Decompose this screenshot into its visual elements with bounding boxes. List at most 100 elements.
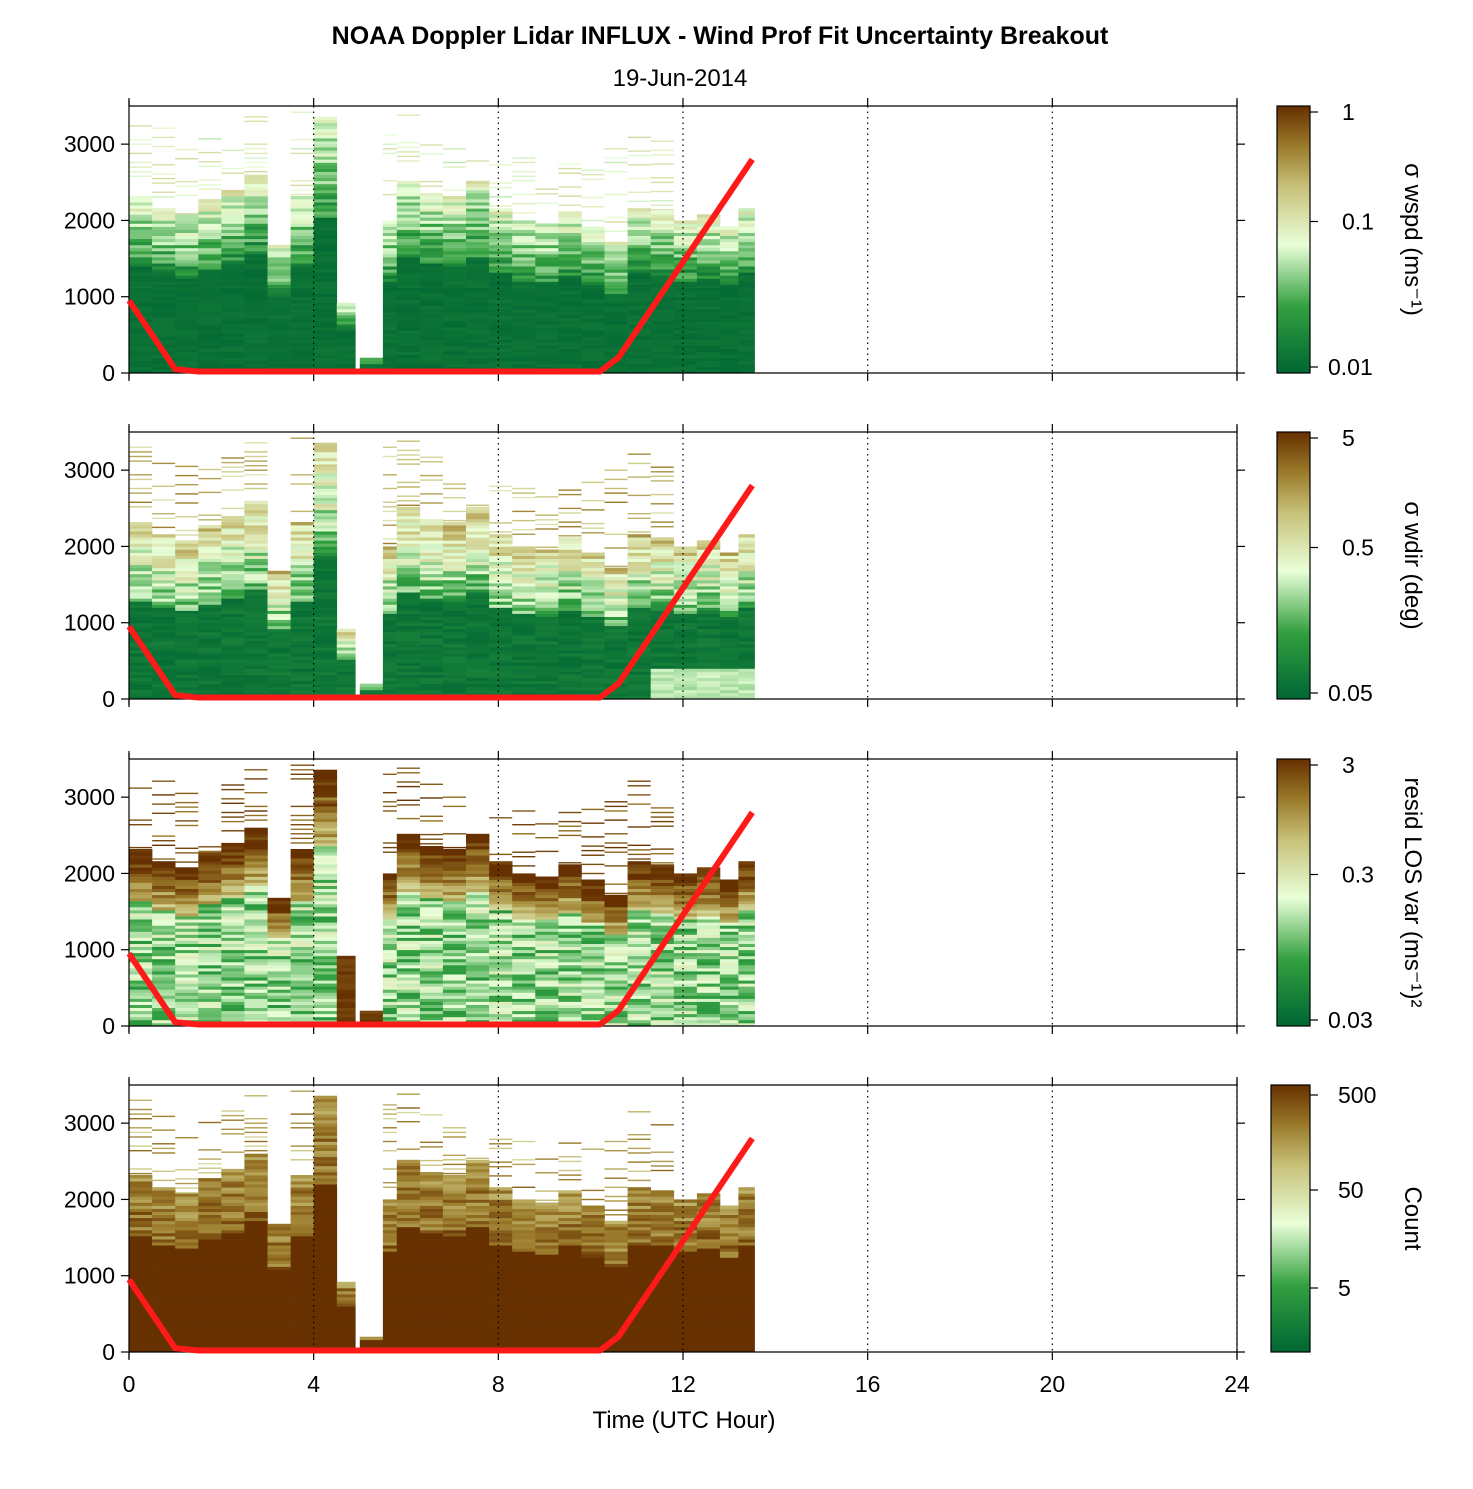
heatmap-cell [581,961,605,966]
heatmap-cell [290,250,314,255]
heatmap-cell [442,148,466,150]
heatmap-cell [442,689,467,694]
heatmap-cell [719,955,739,960]
heatmap-cell [696,360,721,365]
heatmap-cell [244,308,268,313]
heatmap-cell [650,848,674,850]
heatmap-cell [581,601,605,605]
heatmap-cell [129,680,153,685]
heatmap-cell [382,519,397,522]
heatmap-cell [696,244,721,249]
heatmap-cell [129,846,153,849]
heatmap-cell [512,665,536,669]
heatmap-cell [719,879,739,883]
heatmap-cell [313,567,338,572]
heatmap-cell [382,686,398,691]
heatmap-cell [244,455,268,458]
heatmap-cell [719,552,739,556]
heatmap-cell [244,166,268,168]
heatmap-cell [129,287,153,291]
heatmap-cell [696,668,721,672]
heatmap-cell [267,674,291,678]
heatmap-cell [244,628,268,633]
heatmap-cell [558,327,582,331]
heatmap-cell [604,275,628,279]
heatmap-cell [512,345,536,349]
heatmap-cell [152,278,176,282]
heatmap-cell [535,281,559,285]
heatmap-cell [382,631,398,636]
heatmap-cell [696,269,721,273]
heatmap-cell [396,339,421,343]
heatmap-cell [396,659,421,663]
heatmap-cell [558,867,582,871]
heatmap-cell [719,628,739,633]
heatmap-cell [244,961,268,966]
heatmap-cell [512,876,536,880]
heatmap-cell [627,345,651,349]
heatmap-cell [650,229,675,233]
heatmap-cell [442,659,467,663]
heatmap-cell [382,180,397,182]
heatmap-cell [152,333,176,337]
heatmap-cell [512,928,536,932]
heatmap-cell [396,278,421,282]
heatmap-cell [152,561,176,566]
heatmap-cell [604,1019,628,1024]
heatmap-cell [175,354,199,359]
heatmap-cell [442,351,467,355]
heatmap-cell [382,223,398,227]
heatmap-cell [673,266,698,270]
heatmap-cell [175,241,199,246]
heatmap-cell [221,622,245,627]
heatmap-cell [152,173,176,175]
heatmap-cell [696,214,721,218]
heatmap-cell [535,496,559,498]
heatmap-cell [152,840,176,842]
heatmap-cell [313,849,338,853]
heatmap-cell [738,546,755,550]
heatmap-cell [129,1339,153,1344]
heatmap-cell [419,644,444,648]
heatmap-cell [152,1321,176,1325]
heatmap-cell [558,662,582,666]
heatmap-cell [419,312,444,316]
heatmap-cell [489,540,513,544]
heatmap-cell [244,819,268,821]
heatmap-cell [396,155,420,158]
heatmap-cell [198,573,222,578]
heatmap-cell [221,910,245,914]
heatmap-cell [129,214,153,218]
heatmap-cell [198,903,222,908]
heatmap-cell [175,879,199,883]
heatmap-cell [313,324,338,328]
heatmap-cell [719,910,739,914]
heatmap-cell [604,668,628,672]
heatmap-cell [267,656,291,660]
heatmap-cell [558,312,582,316]
heatmap-cell [419,217,444,221]
heatmap-cell [244,558,268,562]
heatmap-cell [419,315,444,319]
heatmap-cell [581,229,605,233]
heatmap-cell [313,781,338,786]
heatmap-cell [175,910,199,914]
heatmap-cell [129,876,153,880]
heatmap-cell [198,308,222,313]
heatmap-cell [198,619,222,624]
heatmap-cell [581,925,605,929]
heatmap-cell [198,260,222,264]
heatmap-cell [489,903,513,908]
heatmap-cell [696,674,721,678]
heatmap-cell [129,336,153,340]
heatmap-cell [175,955,199,960]
heatmap-cell [175,484,199,486]
heatmap-cell [650,986,675,990]
heatmap-cell [313,885,338,889]
heatmap-cell [673,546,698,550]
heatmap-cell [152,610,176,614]
heatmap-cell [129,260,153,264]
heatmap-cell [313,546,338,550]
heatmap-cell [336,333,356,337]
heatmap-cell [382,561,398,566]
